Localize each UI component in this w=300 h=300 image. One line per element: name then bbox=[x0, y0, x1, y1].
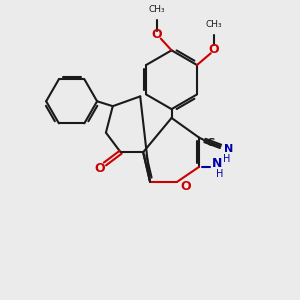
Text: O: O bbox=[208, 43, 219, 56]
Text: H: H bbox=[223, 154, 230, 164]
Text: H: H bbox=[216, 169, 223, 179]
Text: C: C bbox=[207, 138, 215, 148]
Text: CH₃: CH₃ bbox=[206, 20, 222, 29]
Text: O: O bbox=[180, 180, 190, 193]
Text: O: O bbox=[152, 28, 162, 41]
Text: N: N bbox=[224, 144, 233, 154]
Text: N: N bbox=[212, 158, 222, 170]
Text: O: O bbox=[95, 162, 105, 176]
Text: CH₃: CH₃ bbox=[148, 5, 165, 14]
